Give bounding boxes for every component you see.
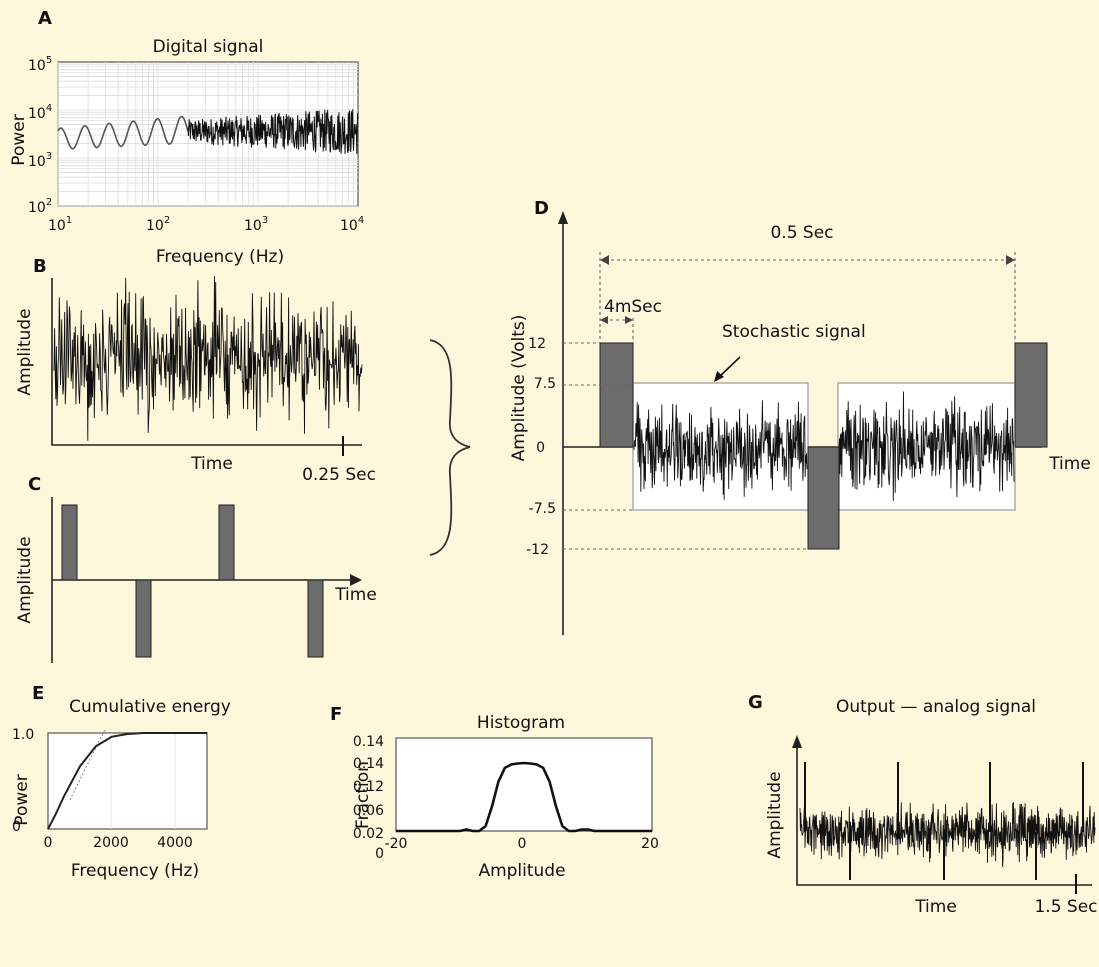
panel-e: E Cumulative energy 1.0 0 0 2000 4000 Fr…	[12, 683, 231, 881]
stochastic-signal-pointer	[717, 356, 741, 379]
f-ytick-012: 0.12	[353, 779, 384, 795]
panel-g-yaxis-arrow	[792, 735, 802, 748]
a-xtick-1e4: 104	[340, 215, 364, 234]
span-arrow-right-head	[1006, 255, 1015, 265]
panel-d: D 0.5 Sec 4mSec Stochastic signal	[509, 198, 1091, 635]
d-ytick-12: 12	[528, 336, 546, 352]
f-ytick-0: 0	[375, 846, 384, 862]
d-ytick-7-5: 7.5	[534, 376, 556, 392]
panel-a-yticks: 105 104 103 102	[28, 55, 52, 216]
c-pulse-positive	[61, 504, 78, 581]
panel-b-noise-signal	[53, 276, 363, 441]
panel-a-label: A	[38, 8, 52, 29]
panel-f-plot-frame	[395, 737, 653, 832]
a-xtick-1e2: 102	[146, 215, 170, 234]
f-ytick-002: 0.02	[353, 826, 384, 842]
panel-d-xlabel: Time	[1048, 454, 1091, 474]
panel-f-yticks: 0.14 0.14 0.12 0.06 0.02 0	[353, 734, 384, 862]
panel-f-ylabel: Fraction	[353, 761, 373, 829]
panel-f: F Histogram 0.14 0.14 0.12 0.06 0.02 0 -…	[330, 704, 659, 881]
f-xtick-neg20: -20	[385, 836, 408, 852]
panel-a-xticks: 101 102 103 104	[48, 215, 364, 234]
pulse-negative	[807, 446, 840, 550]
a-xtick-1e3: 103	[244, 215, 268, 234]
panel-c-label: C	[28, 474, 41, 495]
f-xtick-20: 20	[641, 836, 659, 852]
pulse-width-label: 4mSec	[604, 297, 662, 317]
panel-e-cumulative-line	[47, 732, 207, 830]
f-ytick-014b: 0.14	[353, 756, 384, 772]
pulse-positive-1	[599, 342, 634, 448]
d-ytick-neg-7-5: -7.5	[529, 501, 556, 517]
panel-b-axes	[51, 278, 362, 446]
f-ytick-014a: 0.14	[353, 734, 384, 750]
panel-g-xlabel: Time	[914, 897, 957, 917]
panel-d-ylabel: Amplitude (Volts)	[509, 315, 529, 462]
f-ytick-006: 0.06	[353, 803, 384, 819]
panel-a-xlabel: Frequency (Hz)	[156, 247, 284, 267]
panel-g-noise-signal	[799, 802, 1096, 868]
panel-b-ylabel: Amplitude	[15, 308, 35, 395]
a-xtick-1e1: 101	[48, 215, 72, 234]
stochastic-signal-label: Stochastic signal	[722, 322, 866, 342]
pulse-width-arrow-right	[625, 316, 633, 324]
panel-g-ylabel: Amplitude	[765, 771, 785, 858]
a-ytick-1e3: 103	[28, 151, 52, 170]
panel-e-label: E	[32, 683, 44, 704]
panel-g-label: G	[748, 692, 763, 713]
stochastic-signal-pointer-head	[714, 371, 724, 382]
panel-b-end-label: 0.25 Sec	[302, 465, 376, 485]
panel-c: C Time Amplitude	[15, 474, 377, 663]
c-pulse-negative	[135, 579, 152, 658]
stochastic-noise-segment-1	[633, 400, 808, 500]
d-ytick-0: 0	[536, 440, 545, 456]
panel-a-title: Digital signal	[153, 37, 264, 57]
d-ytick-neg-12: -12	[526, 542, 549, 558]
e-ytick-1: 1.0	[12, 727, 34, 743]
stochastic-noise-segment-2	[838, 391, 1015, 501]
panel-c-xaxis-arrow	[350, 574, 362, 586]
panel-b-xlabel: Time	[190, 454, 233, 474]
span-arrow-left-head	[600, 255, 609, 265]
e-xtick-2000: 2000	[93, 835, 129, 851]
pulse-width-arrow-left	[600, 316, 608, 324]
panel-a: A Digital signal 105 104 103 102 101 102…	[9, 8, 364, 267]
panel-d-yticks: 12 7.5 0 -7.5 -12	[526, 336, 556, 558]
a-ytick-1e4: 104	[28, 103, 52, 122]
brace-connector	[429, 339, 471, 556]
panel-a-highfreq-noise	[187, 109, 359, 154]
panel-b-label: B	[33, 256, 47, 277]
panel-b: B Time 0.25 Sec Amplitude	[15, 256, 376, 485]
panel-g-end-label: 1.5 Sec	[1034, 897, 1097, 917]
a-ytick-1e2: 102	[28, 197, 52, 216]
f-xtick-0: 0	[518, 836, 527, 852]
c-pulse-negative	[307, 579, 324, 658]
panel-f-title: Histogram	[477, 713, 565, 733]
panel-g-title: Output — analog signal	[836, 697, 1036, 717]
panel-a-lowfreq-line	[57, 115, 189, 150]
pulse-positive-2	[1014, 342, 1048, 448]
c-pulse-positive	[218, 504, 235, 581]
panel-c-ylabel: Amplitude	[15, 536, 35, 623]
panel-g-axes	[796, 740, 1092, 886]
e-xtick-0: 0	[44, 835, 53, 851]
panel-f-label: F	[330, 704, 342, 725]
e-xtick-4000: 4000	[157, 835, 193, 851]
panel-c-xlabel: Time	[334, 585, 377, 605]
panel-d-label: D	[534, 198, 549, 219]
panel-g: G Output — analog signal Time 1.5 Sec Am…	[748, 692, 1098, 917]
panel-g-spikes	[804, 762, 1084, 880]
panel-a-ylabel: Power	[9, 114, 29, 165]
panel-e-ylabel: Power	[12, 774, 32, 825]
panel-f-histogram-line	[396, 761, 652, 833]
span-label: 0.5 Sec	[770, 223, 833, 243]
e-ytick-0: 0	[12, 819, 21, 835]
panel-e-grid	[110, 733, 176, 829]
panel-e-xlabel: Frequency (Hz)	[71, 861, 199, 881]
panel-e-title: Cumulative energy	[69, 697, 231, 717]
panel-c-pulses	[61, 504, 324, 658]
panel-d-yaxis-arrow	[558, 211, 568, 224]
panel-f-xlabel: Amplitude	[478, 861, 565, 881]
a-ytick-1e5: 105	[28, 55, 52, 74]
